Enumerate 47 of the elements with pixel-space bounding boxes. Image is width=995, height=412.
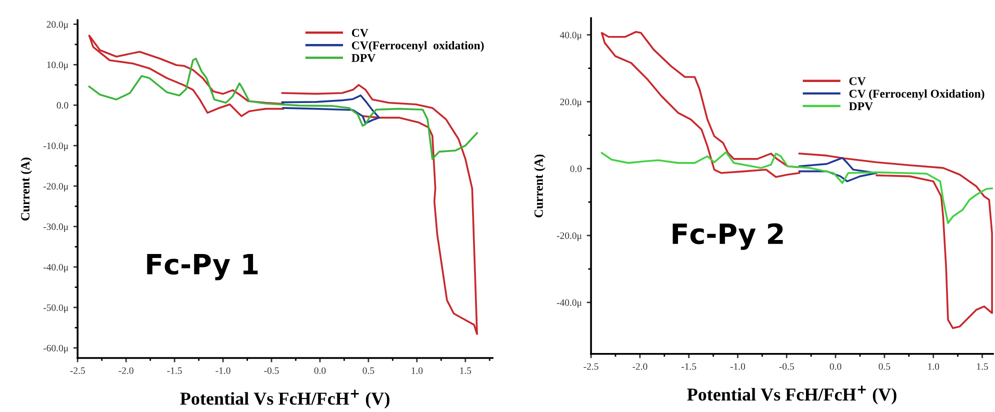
y-tick-label: -60.0μ [43,344,68,354]
x-tick-label: -1.5 [167,367,182,374]
y-tick-label: -40.0μ [556,299,582,308]
y-tick-label: 0.0 [56,102,68,109]
line-series [798,157,878,182]
x-tick-label: 0.5 [362,367,374,374]
annotation: Fc-Py 1 [147,254,258,280]
y-tick-label: -30.0μ [43,223,68,232]
x-tick-label: 1.0 [412,367,423,374]
y-tick-label: -20.0μ [43,182,68,192]
legend-label: CV(Ferrocenyl oxidation) [352,41,484,52]
legend-label: CV (Ferrocenyl Oxidation) [849,89,984,100]
x-axis-title: Potential Vs FcH/FcH$^{+}$ (V) [687,386,896,404]
x-tick-label: -1.0 [216,367,230,374]
annotation: Fc-Py 2 [672,223,783,250]
y-tick-label: 0.0 [570,166,582,172]
legend-label: DPV [848,102,873,110]
legend-label: DPV [352,54,376,62]
x-tick-label: -2.5 [584,363,598,370]
y-axis-title: Current (A) [534,154,546,218]
y-tick-label: -40.0μ [43,264,68,272]
x-tick-label: -2.5 [70,367,85,374]
x-tick-label: -0.5 [779,363,794,370]
x-tick-label: -1.5 [682,363,696,370]
x-axis-title: Potential Vs FcH/FcH$^{+}$ (V) [180,390,390,408]
y-tick-label: -50.0μ [43,304,68,313]
y-tick-label: 20.0μ [560,98,582,108]
x-tick-label: -2.0 [632,363,648,370]
y-tick-label: 10.0μ [47,62,68,70]
x-tick-label: -1.0 [730,363,746,370]
line-series [281,94,380,124]
y-tick-label: -10.0μ [43,142,68,152]
x-tick-label: 0.0 [314,367,326,374]
x-tick-label: 1.5 [460,367,472,374]
x-tick-label: 0.0 [830,363,842,370]
x-tick-label: 1.0 [928,363,940,370]
x-tick-label: -0.5 [264,367,279,374]
y-tick-label: 40.0μ [560,32,582,40]
x-tick-label: 1.5 [977,363,988,370]
x-tick-label: -2.0 [118,367,134,374]
legend-label: CV [352,28,368,37]
x-tick-label: 0.5 [878,363,890,370]
y-axis-title: Current (A) [20,158,32,220]
y-tick-label: -20.0μ [556,232,582,241]
legend-label: CV [849,77,866,86]
line-series [600,151,993,224]
y-tick-label: 20.0μ [46,21,68,30]
